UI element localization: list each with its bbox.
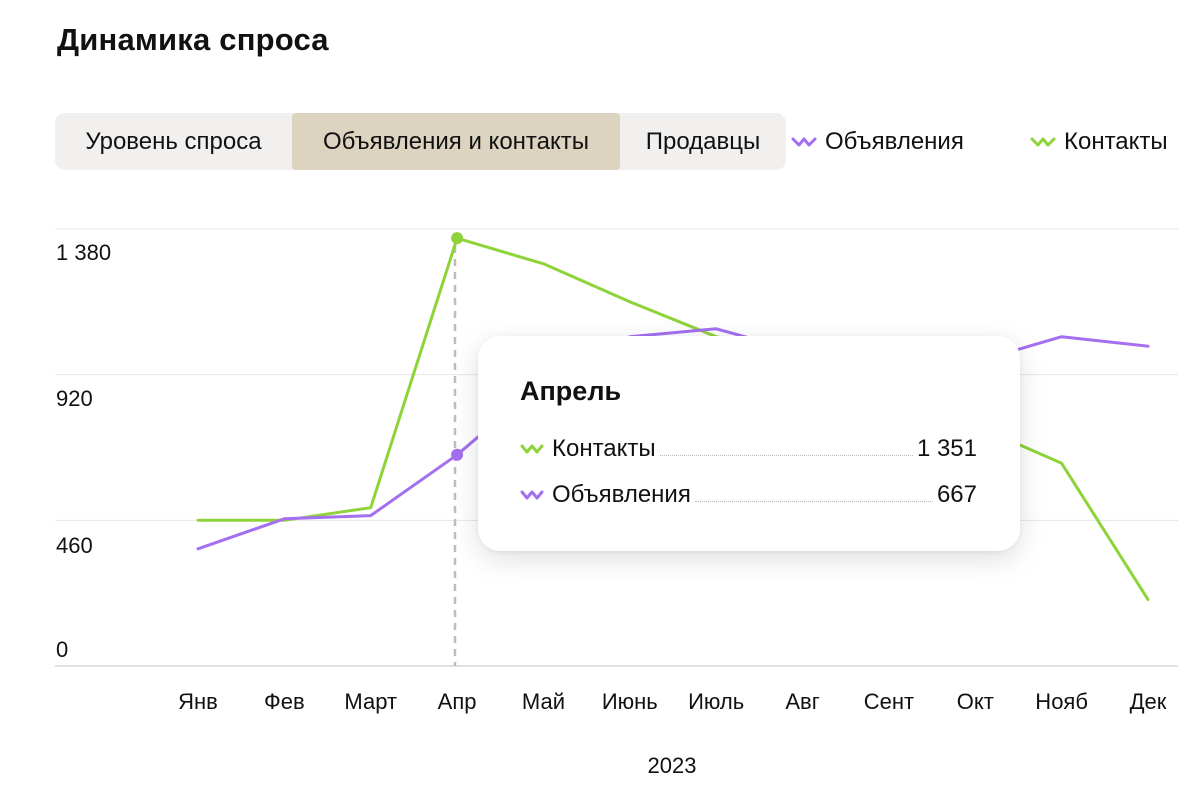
x-tick-label: Окт bbox=[956, 689, 994, 714]
x-tick-label: Янв bbox=[178, 689, 218, 714]
x-tick-label: Март bbox=[344, 689, 398, 714]
x-tick-label: Июль bbox=[688, 689, 745, 714]
tooltip-row-contacts: Контакты 1 351 bbox=[520, 433, 977, 465]
tooltip-row-listings: Объявления 667 bbox=[520, 479, 977, 511]
y-tick-label: 460 bbox=[56, 533, 93, 558]
legend-listings[interactable]: Объявления bbox=[791, 125, 964, 159]
wave-icon bbox=[1030, 137, 1056, 147]
page-title: Динамика спроса bbox=[57, 22, 329, 57]
x-tick-label: Нояб bbox=[1035, 689, 1088, 714]
y-tick-label: 920 bbox=[56, 386, 93, 411]
leader-dots bbox=[659, 454, 913, 456]
chart-tooltip: Апрель Контакты 1 351 Объявления 667 bbox=[478, 336, 1020, 551]
x-tick-label: Авг bbox=[785, 689, 820, 714]
x-tick-label: Дек bbox=[1129, 689, 1167, 714]
leader-dots bbox=[694, 500, 933, 502]
tab-listings-and-contacts[interactable]: Объявления и контакты bbox=[292, 113, 620, 170]
tab-bar: Уровень спроса Объявления и контакты Про… bbox=[55, 113, 786, 170]
tooltip-title: Апрель bbox=[520, 376, 622, 406]
highlight-point-contacts bbox=[451, 232, 464, 245]
tab-demand-level[interactable]: Уровень спроса bbox=[85, 127, 262, 155]
wave-icon bbox=[520, 490, 544, 500]
x-tick-label: Сент bbox=[863, 689, 915, 714]
x-tick-label: Май bbox=[521, 689, 566, 714]
wave-icon bbox=[791, 137, 817, 147]
tooltip-value: 667 bbox=[936, 481, 977, 508]
wave-icon bbox=[520, 444, 544, 454]
legend-listings-label: Объявления bbox=[825, 128, 964, 155]
x-axis-title: 2023 bbox=[647, 753, 697, 778]
tooltip-value: 1 351 bbox=[916, 435, 977, 462]
legend-contacts-label: Контакты bbox=[1064, 128, 1168, 155]
x-tick-label: Июнь bbox=[601, 689, 658, 714]
y-tick-label: 1 380 bbox=[56, 240, 112, 265]
tab-sellers[interactable]: Продавцы bbox=[645, 127, 761, 155]
y-tick-label: 0 bbox=[56, 637, 69, 662]
x-tick-label: Апр bbox=[437, 689, 477, 714]
highlight-point-listings bbox=[451, 448, 464, 461]
tooltip-label: Контакты bbox=[552, 435, 656, 462]
x-tick-label: Фев bbox=[264, 689, 305, 714]
tooltip-label: Объявления bbox=[552, 481, 691, 508]
legend-contacts[interactable]: Контакты bbox=[1030, 125, 1168, 159]
